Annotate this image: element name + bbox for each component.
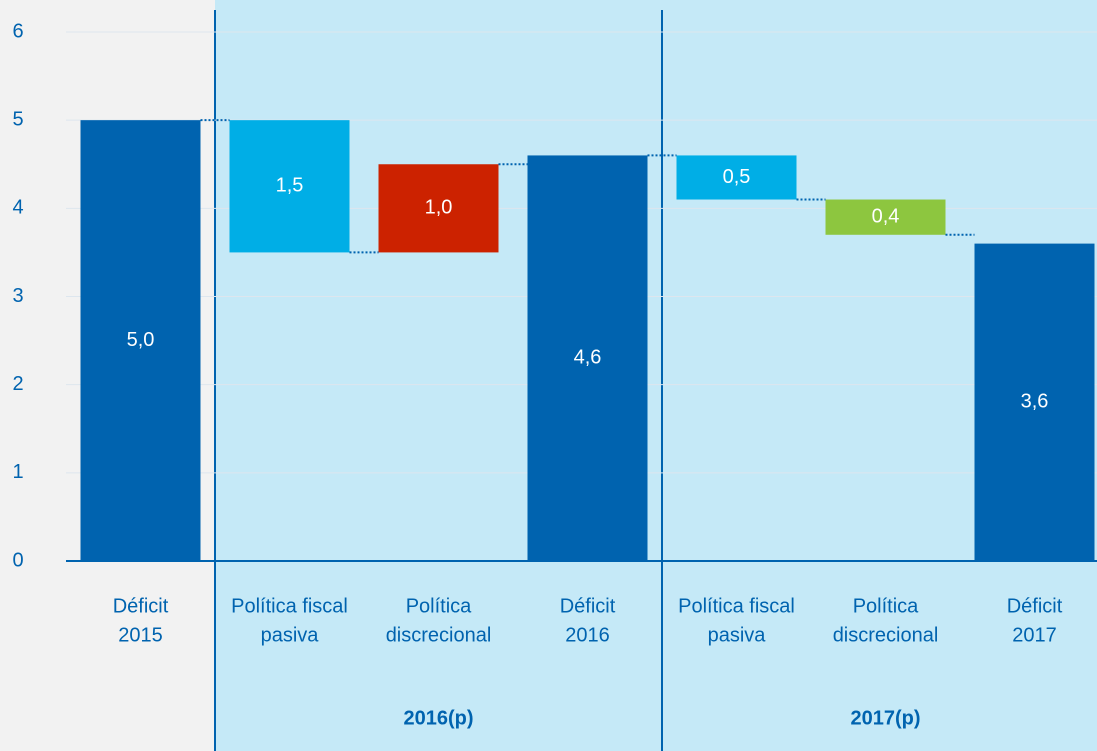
y-tick-label: 4 (12, 197, 23, 219)
x-tick-label: Déficit (113, 595, 169, 617)
x-tick-label: Política (406, 595, 472, 617)
bar (229, 120, 350, 253)
x-tick-label: pasiva (708, 624, 767, 646)
y-tick-label: 3 (12, 285, 23, 307)
x-tick-label: Déficit (560, 595, 616, 617)
x-tick-label: 2017 (1012, 624, 1057, 646)
x-tick-label: 2015 (118, 624, 163, 646)
bar (825, 199, 946, 235)
x-tick-label: Política fiscal (231, 595, 348, 617)
x-tick-label: Política (853, 595, 919, 617)
group-label: 2017(p) (850, 707, 920, 729)
value-label: 1,0 (425, 197, 453, 219)
bar (974, 243, 1095, 561)
x-tick-label: discrecional (386, 624, 492, 646)
y-tick-label: 2 (12, 373, 23, 395)
y-tick-label: 6 (12, 20, 23, 42)
value-label: 1,5 (276, 175, 304, 197)
value-label: 4,6 (574, 346, 602, 368)
x-tick-label: Déficit (1007, 595, 1063, 617)
x-tick-label: pasiva (261, 624, 320, 646)
x-tick-label: 2016 (565, 624, 610, 646)
bar (80, 120, 201, 562)
value-label: 0,5 (723, 166, 751, 188)
value-label: 5,0 (127, 329, 155, 351)
group-label: 2016(p) (403, 707, 473, 729)
x-tick-label: Política fiscal (678, 595, 795, 617)
y-tick-label: 0 (12, 549, 23, 571)
value-label: 0,4 (872, 205, 900, 227)
bar (527, 155, 648, 561)
x-tick-label: discrecional (833, 624, 939, 646)
y-tick-label: 1 (12, 461, 23, 483)
value-label: 3,6 (1021, 391, 1049, 413)
bar (676, 155, 797, 200)
y-tick-label: 5 (12, 108, 23, 130)
bar (378, 164, 499, 253)
